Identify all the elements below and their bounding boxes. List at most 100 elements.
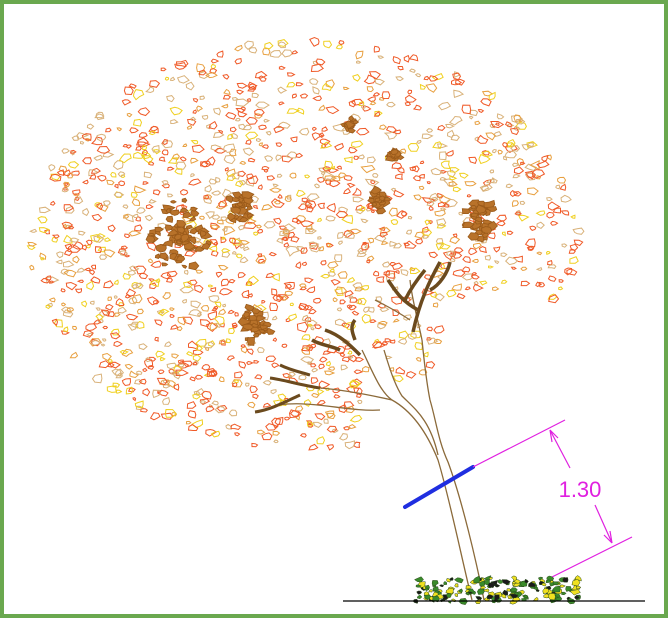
leaf (222, 143, 236, 154)
leaf (547, 264, 557, 269)
leaf (113, 191, 125, 198)
leaf-cluster (238, 217, 249, 223)
leaf (555, 184, 561, 190)
leaf (321, 126, 329, 132)
leaf (287, 231, 296, 239)
leaf (91, 373, 103, 384)
leaf (394, 173, 403, 180)
leaf (369, 100, 377, 106)
leaf (119, 349, 129, 355)
leaf (192, 109, 197, 114)
leaf (246, 293, 253, 298)
leaf (360, 164, 376, 174)
leaf (254, 70, 268, 79)
leaf (184, 250, 196, 257)
leaf (88, 269, 96, 276)
leaf (379, 124, 387, 130)
leaf (97, 246, 107, 253)
leaf (426, 326, 433, 332)
leaf (106, 385, 117, 393)
leaf (199, 319, 211, 328)
leaf (71, 135, 80, 141)
leaf (62, 260, 75, 268)
leaf (521, 143, 535, 151)
leaf (245, 131, 259, 140)
leaf (205, 72, 218, 79)
leaf (63, 169, 71, 177)
leaf (273, 126, 285, 134)
leaf-cluster (374, 197, 381, 203)
leaf (462, 256, 471, 264)
leaf (394, 270, 400, 275)
leaf (238, 180, 247, 186)
leaf (310, 63, 325, 73)
shrub-leaf (542, 588, 550, 595)
leaf-cluster (187, 236, 197, 245)
leaf (569, 243, 579, 251)
leaf (152, 189, 161, 196)
leaf (194, 374, 204, 380)
leaf (306, 205, 314, 213)
leaf (171, 353, 180, 359)
leaf (488, 91, 496, 101)
leaf (529, 225, 537, 231)
leaf (318, 380, 331, 389)
leaf (414, 341, 423, 351)
leaf (107, 224, 116, 233)
leaf (269, 302, 279, 312)
leaf (107, 358, 113, 363)
leaf (104, 237, 112, 242)
leaf (547, 201, 561, 211)
leaf (272, 183, 279, 188)
leaf (445, 198, 458, 208)
leaf (330, 279, 341, 286)
leaf (308, 443, 319, 451)
leaf (113, 340, 123, 348)
leaf (276, 295, 284, 301)
leaf (253, 231, 259, 236)
leaf (321, 170, 335, 181)
leaf (124, 363, 134, 370)
leaf (550, 220, 559, 226)
leaf (146, 296, 159, 306)
leaf (240, 346, 249, 354)
leaf (547, 293, 558, 300)
leaf (546, 211, 555, 219)
leaf (81, 133, 92, 141)
shrub-leaf (502, 589, 509, 596)
leaf (404, 94, 417, 103)
leaf (425, 361, 436, 369)
leaf (299, 93, 309, 99)
leaf (361, 242, 370, 251)
leaf (397, 166, 405, 174)
leaf (395, 366, 406, 375)
leaf (421, 133, 434, 140)
leaf-cluster (384, 197, 392, 202)
leaf (547, 275, 557, 282)
leaf (233, 379, 239, 384)
leaf (285, 151, 298, 159)
leaf (313, 183, 320, 189)
leaf (452, 269, 466, 277)
shrub-leaf (510, 587, 518, 593)
leaf (480, 98, 492, 107)
leaf (329, 268, 335, 273)
leaf (246, 98, 252, 102)
leaf (319, 356, 328, 363)
leaf (504, 150, 517, 159)
leaf (366, 86, 374, 93)
leaf (107, 296, 113, 302)
leaf (285, 245, 300, 257)
leaf (296, 321, 309, 333)
leaf (256, 138, 262, 143)
leaf (220, 278, 230, 287)
leaf (225, 423, 232, 430)
leaf (284, 283, 293, 289)
leaf (245, 280, 254, 286)
leaf (325, 243, 334, 248)
leaf (392, 55, 401, 65)
leaf (379, 306, 390, 313)
leaf (325, 215, 336, 222)
leaf (333, 394, 341, 399)
